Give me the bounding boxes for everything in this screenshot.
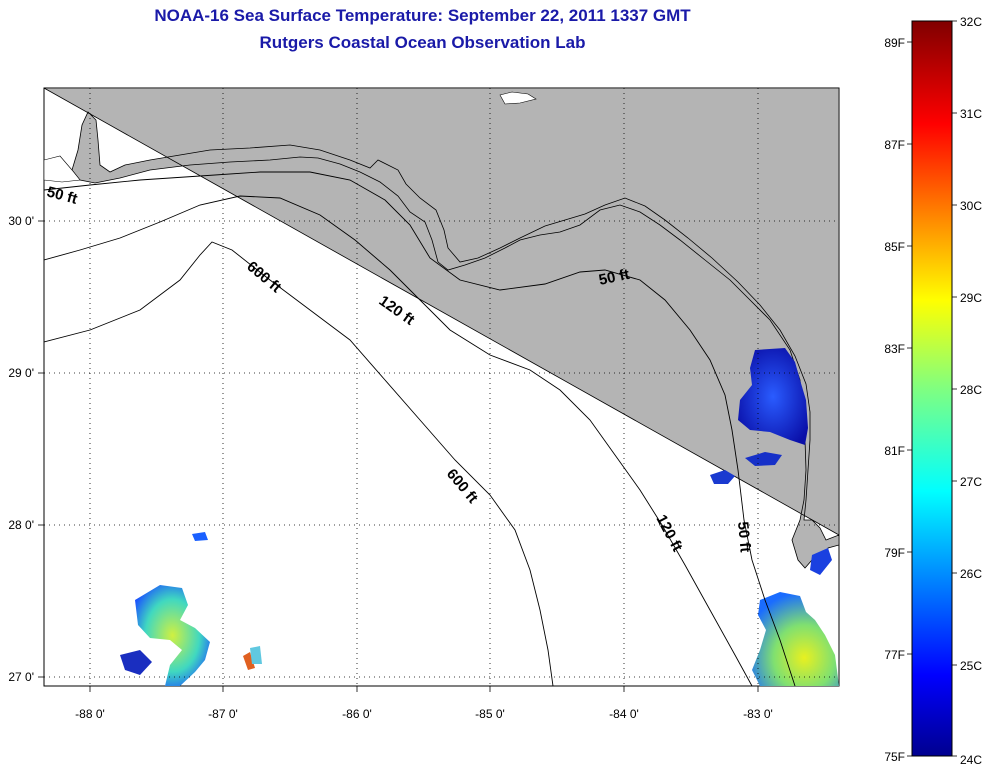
colorbar-label-fahrenheit: 83F bbox=[884, 342, 905, 356]
land-mass bbox=[44, 88, 839, 569]
colorbar-label-celsius: 28C bbox=[960, 383, 982, 397]
colorbar-label-fahrenheit: 79F bbox=[884, 546, 905, 560]
sst-patch-small-3 bbox=[250, 646, 262, 664]
colorbar-label-celsius: 27C bbox=[960, 475, 982, 489]
colorbar-ticks bbox=[907, 20, 957, 757]
inland-lake bbox=[499, 91, 537, 105]
colorbar-label-celsius: 32C bbox=[960, 15, 982, 29]
colorbar-label-fahrenheit: 89F bbox=[884, 36, 905, 50]
colorbar-label-fahrenheit: 75F bbox=[884, 750, 905, 764]
x-tick-label: -84 0' bbox=[609, 707, 639, 721]
colorbar-label-celsius: 29C bbox=[960, 291, 982, 305]
colorbar-label-celsius: 31C bbox=[960, 107, 982, 121]
sst-patch-southwest-2 bbox=[120, 650, 152, 675]
sst-patch-mid bbox=[710, 470, 735, 484]
x-tick-label: -87 0' bbox=[208, 707, 238, 721]
x-tick-label: -88 0' bbox=[75, 707, 105, 721]
y-tick-label: 28 0' bbox=[8, 518, 34, 532]
sst-patch-bigbend-2 bbox=[745, 452, 782, 466]
axis-ticks bbox=[38, 220, 759, 692]
y-tick-label: 30 0' bbox=[8, 214, 34, 228]
sst-patch-southeast bbox=[752, 592, 839, 686]
contour-50ft bbox=[44, 171, 796, 686]
colorbar-label-fahrenheit: 87F bbox=[884, 138, 905, 152]
x-tick-label: -86 0' bbox=[342, 707, 372, 721]
colorbar-label-celsius: 24C bbox=[960, 753, 982, 767]
x-tick-label: -85 0' bbox=[475, 707, 505, 721]
sst-patch-small-2 bbox=[243, 652, 255, 670]
contour-label-50ft-south: 50 ft bbox=[734, 521, 754, 553]
colorbar-label-celsius: 30C bbox=[960, 199, 982, 213]
sst-patch-small bbox=[192, 532, 208, 541]
inland-water bbox=[44, 155, 81, 183]
map-subtitle: Rutgers Coastal Ocean Observation Lab bbox=[259, 33, 586, 52]
sst-patch-southwest bbox=[135, 585, 210, 686]
colorbar-label-celsius: 26C bbox=[960, 567, 982, 581]
sst-patch-bigbend bbox=[738, 348, 808, 445]
colorbar-label-fahrenheit: 77F bbox=[884, 648, 905, 662]
contour-600ft bbox=[44, 241, 554, 686]
x-tick-label: -83 0' bbox=[743, 707, 773, 721]
y-tick-label: 29 0' bbox=[8, 366, 34, 380]
colorbar-label-fahrenheit: 81F bbox=[884, 444, 905, 458]
colorbar bbox=[911, 20, 953, 757]
contour-label-50ft-bigbend: 50 ft bbox=[597, 266, 631, 289]
y-tick-label: 27 0' bbox=[8, 670, 34, 684]
sst-patch-southeast-2 bbox=[810, 548, 832, 575]
colorbar-label-celsius: 25C bbox=[960, 659, 982, 673]
contour-120ft bbox=[44, 195, 753, 686]
colorbar-label-fahrenheit: 85F bbox=[884, 240, 905, 254]
map-title: NOAA-16 Sea Surface Temperature: Septemb… bbox=[154, 6, 691, 25]
